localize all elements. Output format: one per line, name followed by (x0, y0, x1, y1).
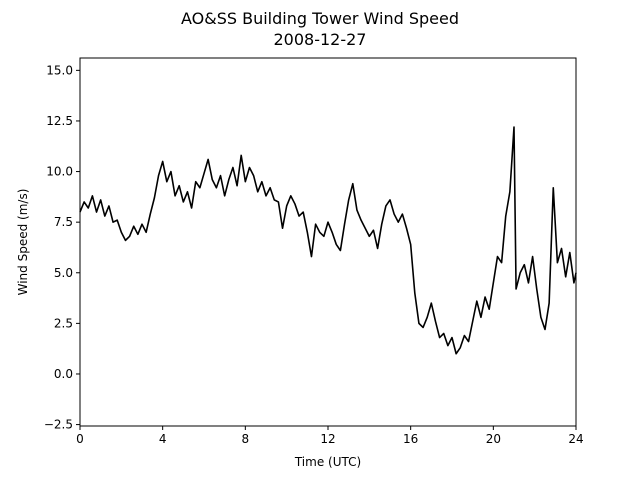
y-tick-label: 7.5 (54, 215, 73, 229)
y-tick-label: 5.0 (54, 266, 73, 280)
y-tick-label: −2.5 (44, 418, 73, 432)
data-line (79, 126, 577, 355)
y-tick-label: 0.0 (54, 367, 73, 381)
x-tick-label: 12 (320, 432, 335, 446)
y-tick-label: 10.0 (46, 165, 73, 179)
chart-subtitle: 2008-12-27 (274, 30, 367, 49)
y-tick-label: 15.0 (46, 63, 73, 77)
x-tick-label: 24 (568, 432, 583, 446)
x-tick-label: 16 (403, 432, 418, 446)
x-tick-label: 8 (242, 432, 250, 446)
x-tick-label: 0 (76, 432, 84, 446)
y-axis-label: Wind Speed (m/s) (16, 189, 30, 296)
plot-frame (79, 57, 577, 427)
y-tick-label: 2.5 (54, 316, 73, 330)
x-tick-label: 4 (159, 432, 167, 446)
x-tick-label: 20 (486, 432, 501, 446)
chart-title: AO&SS Building Tower Wind Speed (181, 9, 459, 28)
y-tick-label: 12.5 (46, 114, 73, 128)
x-axis-label: Time (UTC) (294, 455, 361, 469)
